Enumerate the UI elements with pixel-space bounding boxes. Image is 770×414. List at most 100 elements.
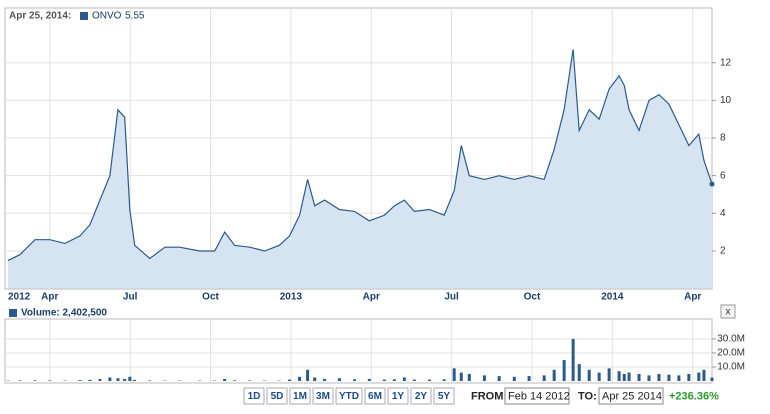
volume-bar [638,374,641,381]
volume-bar [108,377,111,381]
volume-bar [443,379,446,381]
volume-bar [572,339,575,381]
volume-swatch [9,309,17,317]
range-button[interactable]: 3M [313,388,333,404]
volume-bar [98,379,101,381]
volume-bar [453,368,456,381]
volume-bar [34,380,37,381]
volume-title: Volume: 2,402,500 [21,308,107,319]
range-button[interactable]: 5Y [434,388,454,404]
volume-bar [702,370,705,381]
to-label: TO: [578,390,597,402]
y-tick-label: 30.0M [717,334,745,345]
volume-bar [233,380,236,381]
volume-bar [248,380,251,381]
close-label[interactable]: x [726,307,731,318]
volume-bar [543,375,546,381]
x-tick-label: Apr [41,292,58,303]
volume-bar [338,378,341,381]
legend-value: 5.55 [125,11,145,22]
range-button-label[interactable]: 1D [248,391,261,402]
from-value[interactable]: Feb 14 2012 [508,390,570,402]
volume-bar [368,379,371,381]
y-tick-label: 8 [720,133,726,144]
range-button-label[interactable]: 5Y [438,391,451,402]
volume-bar [513,377,516,381]
y-tick-label: 2 [720,246,726,257]
volume-bar [697,373,700,381]
range-button[interactable]: 2Y [411,388,431,404]
range-button[interactable]: 5D [267,388,287,404]
volume-bar [18,380,21,381]
range-button[interactable]: YTD [336,388,362,404]
range-button-label[interactable]: 5D [271,391,284,402]
range-button-label[interactable]: 2Y [415,391,428,402]
range-button-label[interactable]: 3M [316,391,330,402]
x-tick-label: 2014 [601,292,624,303]
close-button[interactable]: x [721,305,735,318]
range-button-label[interactable]: YTD [339,391,359,402]
volume-bar [608,368,611,381]
y-tick-label: 10 [720,95,732,106]
volume-bar [618,371,621,381]
from-label: FROM: [471,390,507,402]
volume-bar [313,377,316,381]
volume-bar [687,374,690,381]
volume-bar [393,379,396,381]
volume-bar [128,377,131,381]
legend-swatch [80,12,88,20]
volume-bar [711,378,714,381]
x-tick-label: Oct [202,292,219,303]
volume-bar [148,380,151,381]
y-tick-label: 4 [720,208,726,219]
x-tick-label: Jul [444,292,459,303]
volume-bar [133,380,136,381]
to-value[interactable]: Apr 25 2014 [602,390,662,402]
volume-bar [598,373,601,381]
x-tick-label: Jul [123,292,138,303]
volume-bar [383,380,386,381]
range-button-label[interactable]: 6M [368,391,382,402]
volume-bar [79,380,82,381]
legend-name: ONVO [92,11,122,22]
last-point [710,182,715,187]
volume-bar [667,375,670,381]
volume-bar [623,374,626,381]
volume-bar [657,374,660,381]
volume-bar [460,373,463,381]
volume-bar [298,377,301,381]
volume-bar [483,375,486,381]
y-tick-label: 12 [720,57,732,68]
x-tick-label: 2012 [8,292,31,303]
range-button[interactable]: 1D [244,388,264,404]
volume-bar [647,375,650,381]
volume-bar [123,379,126,381]
volume-bar [116,378,119,381]
range-button-label[interactable]: 1Y [392,391,405,402]
volume-bar [677,375,680,381]
range-button-label[interactable]: 1M [293,391,307,402]
change-value: +236.36% [669,390,719,402]
volume-bar [223,379,226,381]
range-button[interactable]: 6M [365,388,385,404]
volume-bar [288,380,291,381]
volume-bar [578,364,581,381]
volume-bar [323,379,326,381]
range-button[interactable]: 1Y [388,388,408,404]
volume-bar [498,376,501,381]
volume-bar [588,370,591,381]
x-tick-label: Oct [524,292,541,303]
volume-bar [48,380,51,381]
volume-bar [306,370,309,381]
range-button[interactable]: 1M [290,388,310,404]
x-tick-label: Apr [363,292,380,303]
volume-bar [563,360,566,381]
y-tick-label: 10.0M [717,362,745,373]
volume-frame [5,319,712,383]
y-tick-label: 20.0M [717,348,745,359]
x-tick-label: 2013 [280,292,303,303]
volume-bar [428,380,431,381]
volume-bar [468,374,471,381]
volume-bar [628,373,631,381]
x-tick-label: Apr [684,292,701,303]
